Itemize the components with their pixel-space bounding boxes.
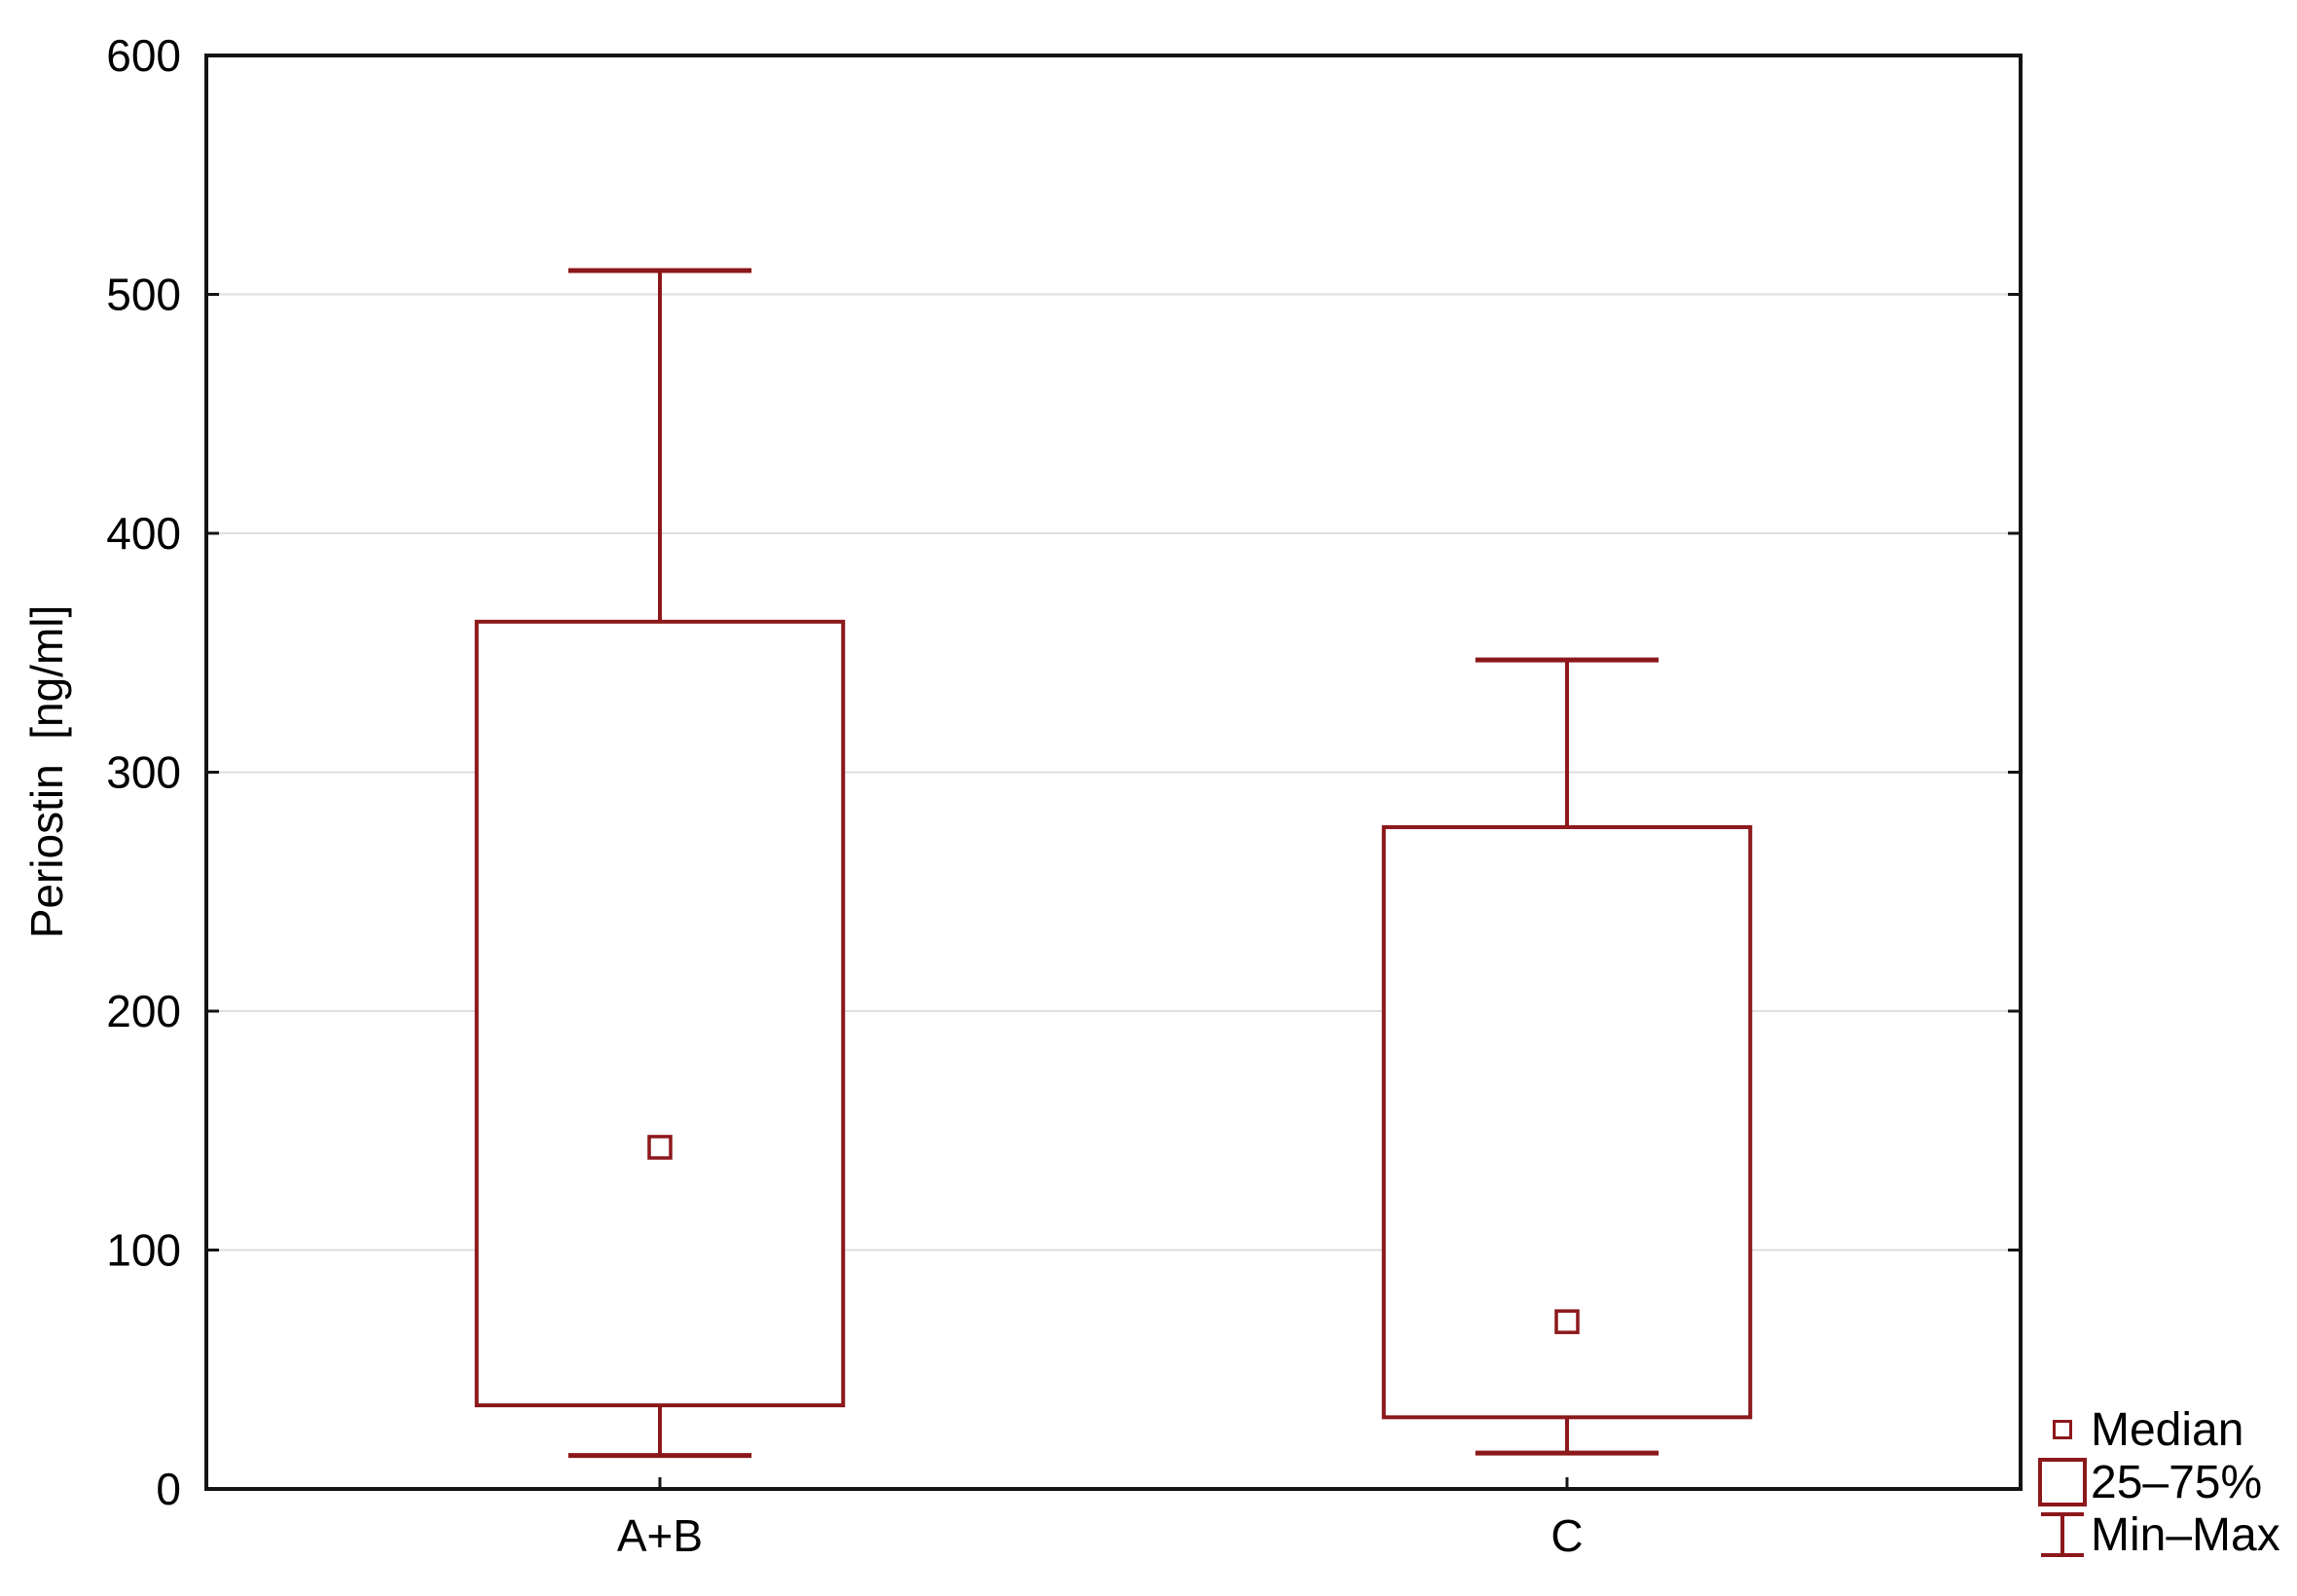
iqr-box-a-b <box>474 619 846 1408</box>
x-tick-label-a-b: A+B <box>617 1510 703 1561</box>
median-marker-c <box>1554 1309 1580 1334</box>
y-tick-label-300: 300 <box>106 747 181 798</box>
legend-label-median: Median <box>2091 1403 2244 1456</box>
y-axis-title: Periostin [ng/ml] <box>21 604 72 939</box>
legend-label-minmax: Min–Max <box>2091 1508 2280 1561</box>
median-marker-a-b <box>647 1135 673 1160</box>
legend-item-median: Median <box>2034 1403 2280 1456</box>
median-square-glyph <box>2053 1420 2072 1439</box>
legend-item-minmax: Min–Max <box>2034 1508 2280 1561</box>
whisker-glyph <box>2041 1512 2084 1557</box>
min-max-whisker-icon <box>2034 1509 2091 1560</box>
legend-item-iqr: 25–75% <box>2034 1456 2280 1508</box>
legend-label-iqr: 25–75% <box>2091 1456 2263 1508</box>
y-tick-label-200: 200 <box>106 986 181 1036</box>
iqr-square-glyph <box>2038 1458 2087 1506</box>
median-marker-icon <box>2034 1420 2091 1439</box>
y-tick-label-100: 100 <box>106 1225 181 1276</box>
x-tick-label-c: C <box>1550 1510 1583 1561</box>
y-tick-label-0: 0 <box>156 1464 181 1514</box>
y-tick-label-600: 600 <box>106 30 181 81</box>
y-tick-label-400: 400 <box>106 508 181 559</box>
iqr-box-icon <box>2034 1458 2091 1506</box>
chart-legend: Median 25–75% Min–Max <box>2034 1403 2280 1561</box>
y-tick-label-500: 500 <box>106 270 181 320</box>
